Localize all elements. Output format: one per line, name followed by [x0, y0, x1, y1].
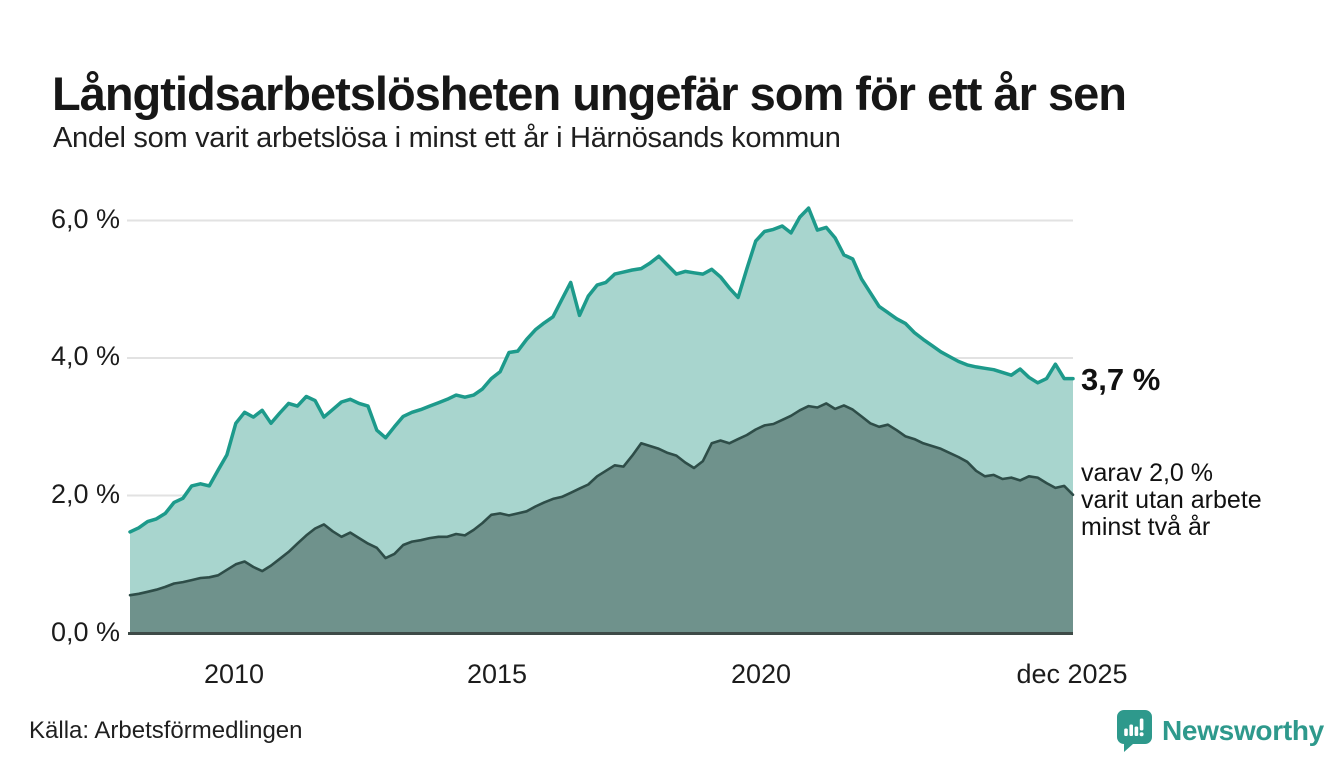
source-credit: Källa: Arbetsförmedlingen — [29, 717, 303, 744]
breakdown-line-2: varit utan arbete — [1081, 486, 1262, 514]
page-title: Långtidsarbetslösheten ungefär som för e… — [52, 67, 1127, 121]
breakdown-annotation: varav 2,0 % varit utan arbete minst två … — [1081, 460, 1262, 541]
y-tick-6: 6,0 % — [50, 204, 120, 234]
latest-value-label: 3,7 % — [1081, 362, 1161, 397]
area-unemployed-two-years — [130, 403, 1073, 633]
x-tick-2020: 2020 — [730, 659, 792, 689]
y-tick-4: 4,0 % — [50, 341, 120, 371]
y-tick-0: 0,0 % — [50, 617, 120, 647]
line-unemployed-two-years — [128, 402, 1075, 597]
newsworthy-logo: Newsworthy — [1116, 709, 1324, 753]
breakdown-line-3: minst två år — [1081, 513, 1211, 541]
breakdown-line-1: varav 2,0 % — [1081, 459, 1214, 487]
x-tick-dec-2025: dec 2025 — [1016, 659, 1128, 689]
line-unemployed-one-year — [128, 206, 1075, 534]
newsworthy-wordmark: Newsworthy — [1162, 715, 1324, 746]
y-tick-2: 2,0 % — [50, 479, 120, 509]
chart-subtitle: Andel som varit arbetslösa i minst ett å… — [53, 122, 841, 154]
newsworthy-chart-bubble-icon — [1117, 710, 1152, 752]
x-tick-2010: 2010 — [203, 659, 265, 689]
x-tick-2015: 2015 — [466, 659, 528, 689]
